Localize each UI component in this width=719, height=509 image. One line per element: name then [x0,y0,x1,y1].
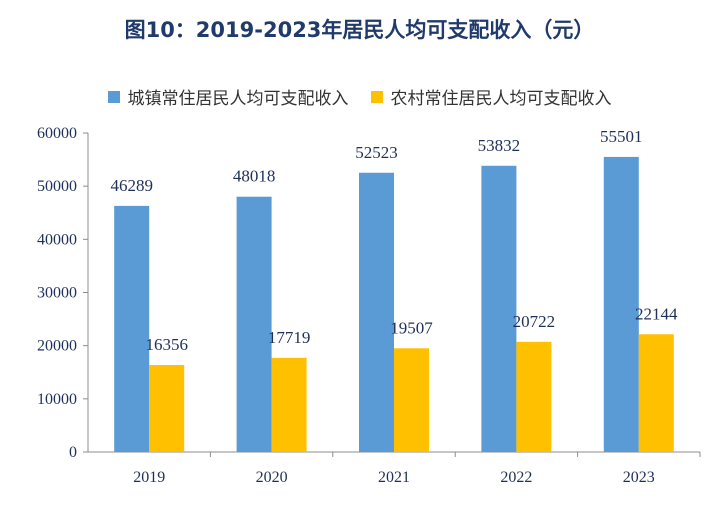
bar-urban-2021 [359,172,394,452]
data-label-urban-2019: 46289 [110,176,153,195]
y-tick-label: 0 [69,444,77,461]
data-label-rural-2021: 19507 [390,318,433,337]
legend-swatch-rural [370,90,383,103]
y-tick-label: 10000 [37,391,77,408]
bar-urban-2023 [603,156,639,452]
bar-rural-2023 [638,334,674,452]
legend: 城镇常住居民人均可支配收入 农村常住居民人均可支配收入 [0,84,719,109]
y-tick-label: 30000 [37,285,77,302]
bar-urban-2022 [481,165,517,452]
legend-label-urban: 城镇常住居民人均可支配收入 [127,89,349,109]
bar-urban-2020 [236,196,272,452]
data-label-urban-2020: 48018 [233,167,276,186]
x-tick-label: 2023 [623,469,655,486]
x-tick-label: 2022 [500,469,532,486]
data-label-urban-2021: 52523 [355,143,398,162]
x-tick-label: 2021 [378,469,410,486]
data-label-rural-2020: 17719 [268,328,311,347]
x-tick-label: 2019 [133,469,165,486]
legend-item-urban: 城镇常住居民人均可支配收入 [107,84,349,109]
data-label-urban-2022: 53832 [478,136,521,155]
y-tick-label: 40000 [37,231,77,248]
legend-swatch-urban [107,90,120,103]
y-tick-label: 50000 [37,178,77,195]
data-label-rural-2019: 16356 [145,335,188,354]
legend-item-rural: 农村常住居民人均可支配收入 [370,84,612,109]
legend-label-rural: 农村常住居民人均可支配收入 [390,89,612,109]
bar-urban-2019 [114,205,150,452]
bar-rural-2022 [516,341,552,452]
bar-rural-2021 [394,348,429,452]
data-label-urban-2023: 55501 [600,127,643,146]
data-label-rural-2023: 22144 [635,304,678,323]
y-tick-label: 20000 [37,338,77,355]
bar-rural-2019 [149,365,185,452]
y-tick-label: 60000 [37,125,77,142]
chart-title: 图10：2019-2023年居民人均可支配收入（元） [124,18,595,42]
x-tick-label: 2020 [256,469,288,486]
bar-rural-2020 [271,357,307,452]
data-label-rural-2022: 20722 [513,312,556,331]
